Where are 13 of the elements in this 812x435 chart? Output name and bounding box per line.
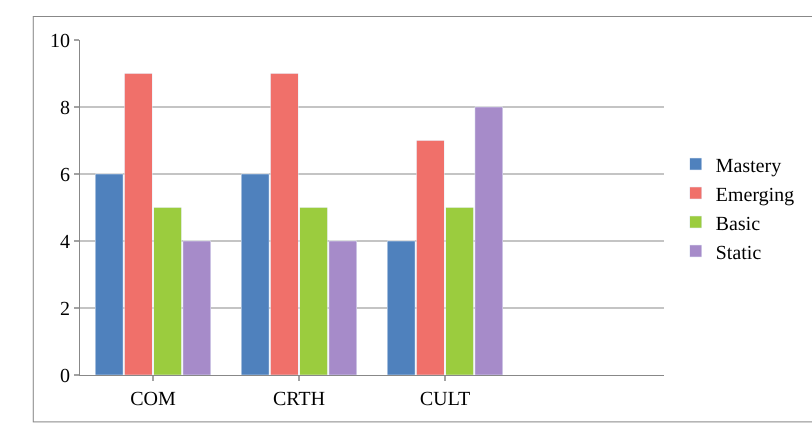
- y-tick-label: 8: [60, 97, 70, 119]
- y-tick-label: 0: [60, 365, 70, 387]
- y-tick-label: 2: [60, 298, 70, 320]
- legend-label: Emerging: [716, 184, 794, 206]
- legend-label: Mastery: [716, 154, 782, 177]
- x-tick-label: COM: [130, 388, 176, 410]
- y-tick-label: 4: [60, 231, 70, 253]
- y-tick-label: 10: [50, 30, 70, 52]
- x-tick-label: CRTH: [272, 388, 326, 410]
- legend-label: Basic: [716, 212, 760, 235]
- y-tick-label: 6: [60, 164, 70, 186]
- x-tick-label: CULT: [420, 388, 470, 410]
- legend-label: Static: [716, 242, 762, 264]
